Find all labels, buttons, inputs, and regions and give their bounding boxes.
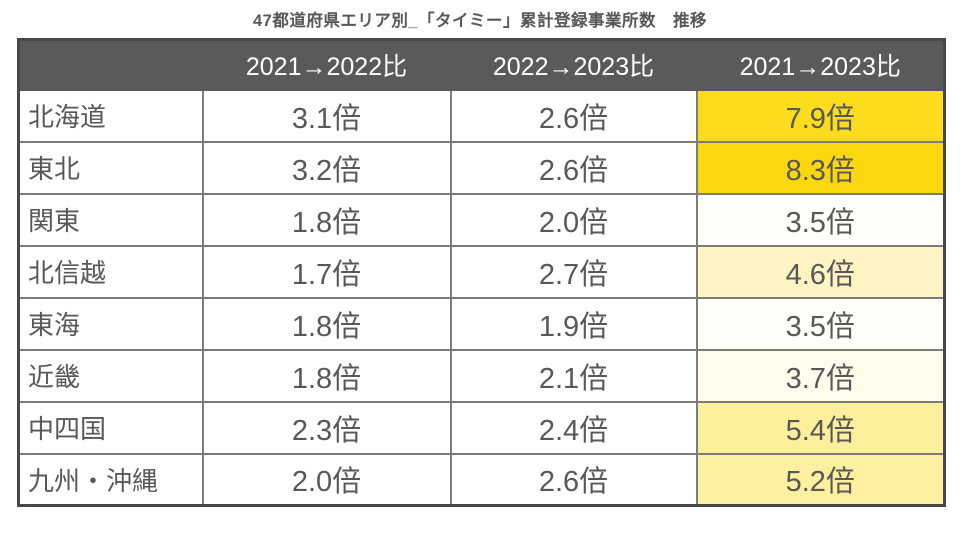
region-label: 北海道 bbox=[17, 88, 204, 143]
value-2021-2023: 8.3倍 bbox=[695, 140, 946, 195]
table-row: 東海 1.8倍 1.9倍 3.5倍 bbox=[17, 296, 946, 351]
value-2022-2023: 2.7倍 bbox=[449, 244, 698, 299]
value-2022-2023: 2.1倍 bbox=[449, 348, 698, 403]
value-2021-2023: 3.5倍 bbox=[695, 192, 946, 247]
data-table: 2021→2022比 2022→2023比 2021→2023比 北海道 3.1… bbox=[17, 38, 946, 507]
table-row: 東北 3.2倍 2.6倍 8.3倍 bbox=[17, 140, 946, 195]
table-row: 関東 1.8倍 2.0倍 3.5倍 bbox=[17, 192, 946, 247]
region-label: 東海 bbox=[17, 296, 204, 351]
header-row: 2021→2022比 2022→2023比 2021→2023比 bbox=[17, 38, 946, 91]
value-2022-2023: 1.9倍 bbox=[449, 296, 698, 351]
value-2021-2022: 2.3倍 bbox=[201, 400, 452, 455]
table-row: 九州・沖縄 2.0倍 2.6倍 5.2倍 bbox=[17, 452, 946, 507]
value-2021-2022: 1.8倍 bbox=[201, 348, 452, 403]
header-cell-region bbox=[17, 38, 204, 91]
value-2021-2023: 4.6倍 bbox=[695, 244, 946, 299]
table-row: 北信越 1.7倍 2.7倍 4.6倍 bbox=[17, 244, 946, 299]
value-2022-2023: 2.6倍 bbox=[449, 140, 698, 195]
value-2021-2022: 1.8倍 bbox=[201, 192, 452, 247]
value-2021-2023: 5.4倍 bbox=[695, 400, 946, 455]
value-2021-2022: 1.7倍 bbox=[201, 244, 452, 299]
value-2022-2023: 2.6倍 bbox=[449, 452, 698, 507]
value-2021-2023: 3.7倍 bbox=[695, 348, 946, 403]
value-2021-2022: 2.0倍 bbox=[201, 452, 452, 507]
value-2021-2023: 3.5倍 bbox=[695, 296, 946, 351]
table-row: 中四国 2.3倍 2.4倍 5.4倍 bbox=[17, 400, 946, 455]
region-label: 関東 bbox=[17, 192, 204, 247]
value-2021-2023: 5.2倍 bbox=[695, 452, 946, 507]
page-title: 47都道府県エリア別_「タイミー」累計登録事業所数 推移 bbox=[252, 12, 708, 30]
header-cell-2021-2023: 2021→2023比 bbox=[695, 38, 946, 91]
region-label: 東北 bbox=[17, 140, 204, 195]
header-cell-2022-2023: 2022→2023比 bbox=[449, 38, 698, 91]
region-label: 北信越 bbox=[17, 244, 204, 299]
region-label: 近畿 bbox=[17, 348, 204, 403]
region-label: 九州・沖縄 bbox=[17, 452, 204, 507]
value-2022-2023: 2.0倍 bbox=[449, 192, 698, 247]
value-2021-2022: 3.2倍 bbox=[201, 140, 452, 195]
table-body: 北海道 3.1倍 2.6倍 7.9倍 東北 3.2倍 2.6倍 8.3倍 関東 … bbox=[17, 88, 946, 507]
value-2022-2023: 2.4倍 bbox=[449, 400, 698, 455]
table-row: 近畿 1.8倍 2.1倍 3.7倍 bbox=[17, 348, 946, 403]
value-2022-2023: 2.6倍 bbox=[449, 88, 698, 143]
region-label: 中四国 bbox=[17, 400, 204, 455]
table-row: 北海道 3.1倍 2.6倍 7.9倍 bbox=[17, 88, 946, 143]
value-2021-2022: 1.8倍 bbox=[201, 296, 452, 351]
header-cell-2021-2022: 2021→2022比 bbox=[201, 38, 452, 91]
value-2021-2022: 3.1倍 bbox=[201, 88, 452, 143]
value-2021-2023: 7.9倍 bbox=[695, 88, 946, 143]
